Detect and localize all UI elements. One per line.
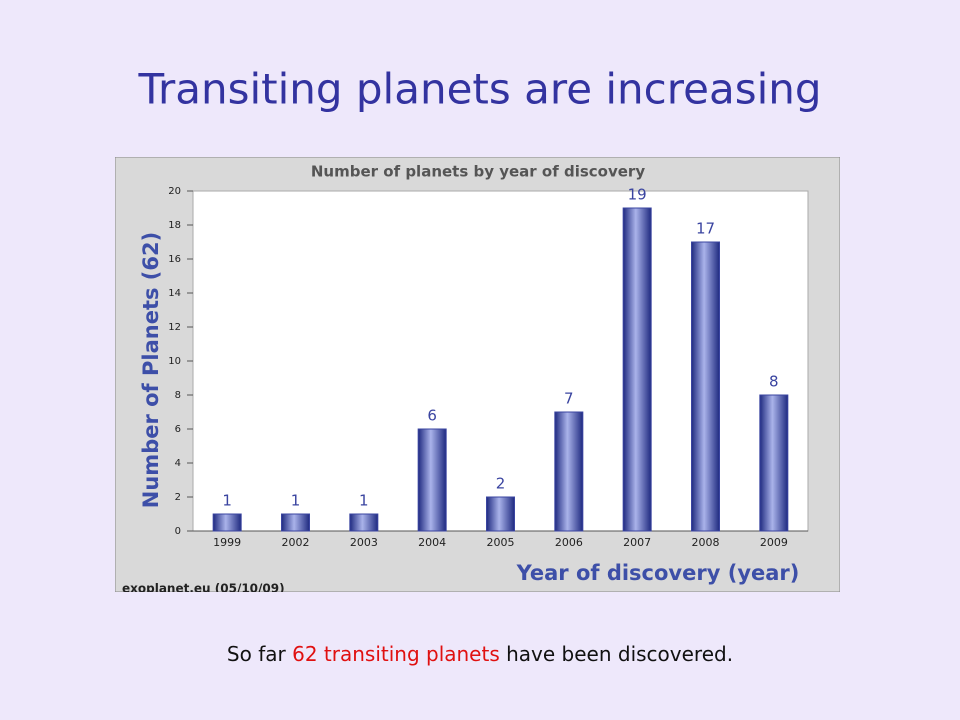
y-tick-label: 2 xyxy=(175,492,181,503)
value-label: 8 xyxy=(769,373,779,391)
y-tick-label: 0 xyxy=(175,526,181,537)
y-axis-label: Number of Planets (62) xyxy=(139,232,163,508)
x-tick-label: 2003 xyxy=(350,536,378,549)
value-label: 7 xyxy=(564,390,574,408)
y-tick-label: 6 xyxy=(175,424,181,435)
x-tick-label: 2006 xyxy=(555,536,583,549)
bar xyxy=(691,241,720,532)
footer: So far 62 transiting planets have been d… xyxy=(227,642,733,666)
y-tick-label: 4 xyxy=(175,458,181,469)
x-tick-label: 2007 xyxy=(623,536,651,549)
y-tick-label: 8 xyxy=(175,390,181,401)
footer-highlight: 62 transiting planets xyxy=(292,642,500,666)
value-label: 17 xyxy=(696,220,715,238)
value-label: 2 xyxy=(496,475,506,493)
x-tick-label: 2002 xyxy=(282,536,310,549)
slide-title: Transiting planets are increasing xyxy=(137,65,821,114)
source-note: exoplanet.eu (05/10/09) xyxy=(122,582,285,596)
x-tick-label: 2005 xyxy=(487,536,515,549)
value-label: 1 xyxy=(359,492,369,510)
value-label: 19 xyxy=(628,186,647,204)
x-tick-label: 2009 xyxy=(760,536,788,549)
chart-title: Number of planets by year of discovery xyxy=(311,163,645,181)
bar xyxy=(417,428,447,532)
y-tick-label: 20 xyxy=(168,186,181,197)
value-label: 1 xyxy=(291,492,301,510)
y-tick-label: 16 xyxy=(168,254,181,265)
bar xyxy=(622,207,652,532)
chart: Number of planets by year of discovery Y… xyxy=(115,157,840,596)
y-tick-label: 18 xyxy=(168,220,181,231)
y-tick-label: 12 xyxy=(168,322,181,333)
value-label: 1 xyxy=(222,492,232,510)
bar xyxy=(554,411,584,532)
bar xyxy=(759,394,789,532)
y-tick-label: 14 xyxy=(168,288,181,299)
value-label: 6 xyxy=(427,407,437,425)
bar xyxy=(486,496,515,532)
bar xyxy=(212,513,242,532)
x-tick-label: 2004 xyxy=(418,536,446,549)
footer-text: have been discovered. xyxy=(500,642,733,666)
y-tick-label: 10 xyxy=(168,356,181,367)
x-tick-label: 1999 xyxy=(213,536,241,549)
x-tick-label: 2008 xyxy=(692,536,720,549)
x-axis-label: Year of discovery (year) xyxy=(516,561,800,585)
footer-text: So far xyxy=(227,642,292,666)
bar xyxy=(281,513,310,532)
bar xyxy=(349,513,379,532)
